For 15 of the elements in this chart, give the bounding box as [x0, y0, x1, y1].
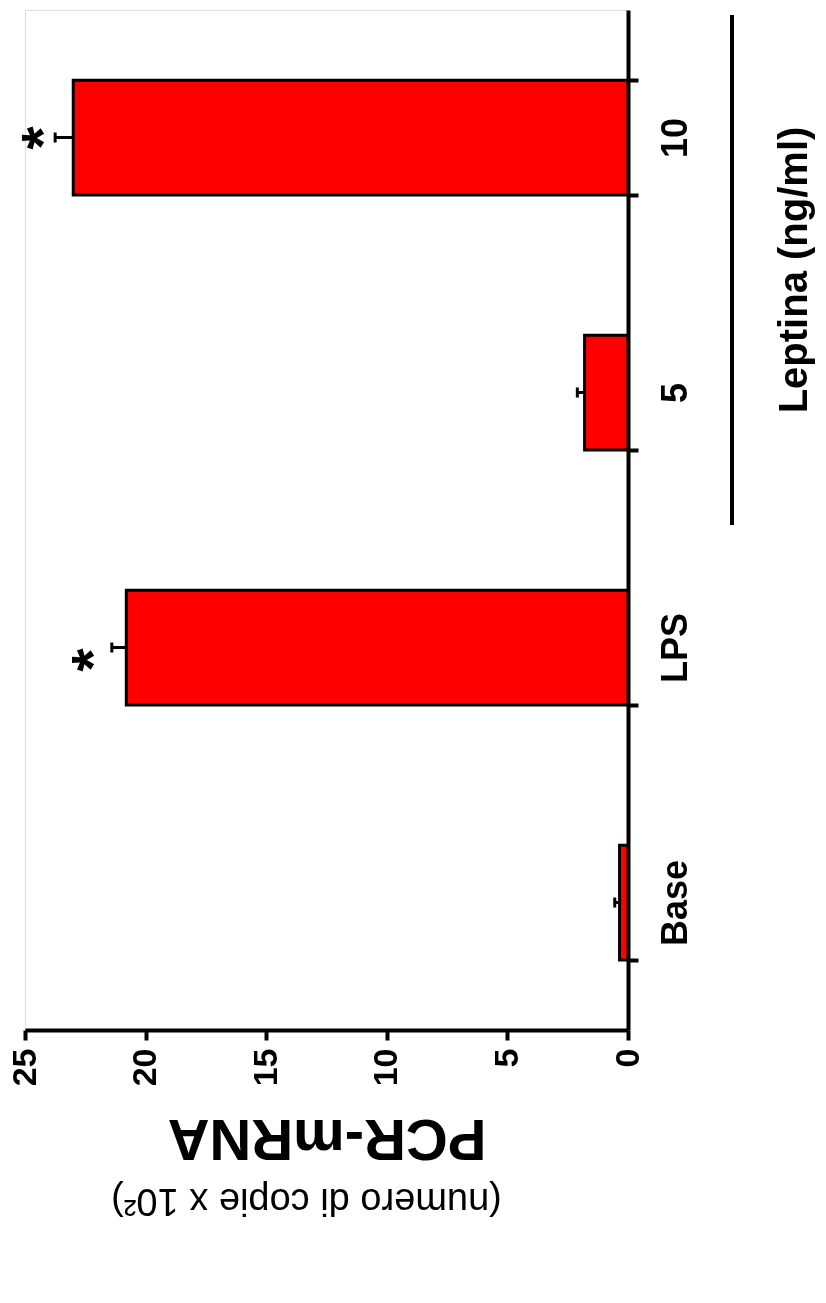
- x-tick-label: 10: [366, 1048, 405, 1087]
- text: (numero di copie x 10²): [111, 1181, 502, 1223]
- annotation: *: [9, 125, 76, 150]
- x-tick-label: 15: [245, 1048, 284, 1087]
- text: Leptina (ng/ml): [771, 126, 815, 414]
- x-tick-label: 25: [4, 1048, 43, 1087]
- y-tick-label: 5: [653, 382, 695, 404]
- y-tick-label: LPS: [653, 612, 695, 684]
- y-tick-label: Base: [653, 859, 695, 947]
- x-tick-label: 0: [607, 1048, 646, 1068]
- x-tick-label: 5: [486, 1048, 525, 1068]
- y-tick-label: 10: [653, 117, 695, 159]
- x-axis-title: PCR-mRNA: [167, 1108, 487, 1174]
- x-tick-label: 20: [125, 1048, 164, 1087]
- annotation: *: [59, 647, 126, 672]
